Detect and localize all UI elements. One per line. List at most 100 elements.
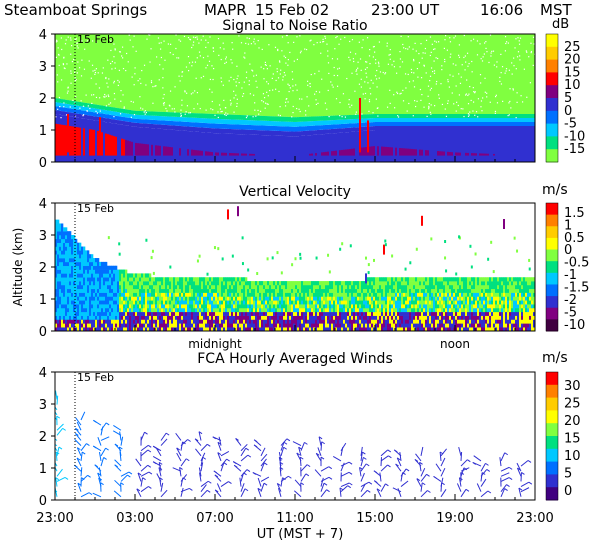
vv-cell <box>277 300 280 305</box>
snr-cell <box>329 115 332 121</box>
snr-cell <box>157 120 160 125</box>
vv-cell <box>139 281 142 286</box>
vv-cell <box>57 273 60 278</box>
snr-noise-cell <box>289 34 292 117</box>
vv-cell <box>273 323 276 328</box>
vv-cell <box>347 281 350 286</box>
snr-noise-speck <box>291 71 293 73</box>
vv-cell <box>355 304 358 309</box>
snr-noise-speck <box>508 102 510 104</box>
snr-cell <box>459 126 462 130</box>
snr-noise-speck <box>70 44 73 47</box>
snr-strong-cell <box>57 124 60 156</box>
vv-cell <box>259 304 262 309</box>
vv-cell <box>327 323 330 328</box>
vv-cell <box>149 292 152 297</box>
snr-cell <box>265 125 268 131</box>
snr-cell <box>213 118 216 124</box>
vv-cell <box>243 277 246 282</box>
snr-noise-speck <box>209 36 211 38</box>
vv-cell <box>67 261 70 267</box>
snr-cell <box>201 118 204 123</box>
vv-cell <box>195 284 198 290</box>
snr-noise-speck <box>279 114 281 117</box>
snr-cell <box>227 119 230 125</box>
vv-cell <box>179 307 182 313</box>
snr-noise-cell <box>265 34 268 117</box>
vv-cell <box>103 323 106 328</box>
vv-cell <box>209 315 212 320</box>
date-marker: 15 Feb <box>77 33 114 46</box>
snr-noise-cell <box>143 34 146 112</box>
snr-noise-cell <box>97 34 100 105</box>
vv-cell <box>187 315 190 320</box>
vv-cell <box>61 319 64 324</box>
vv-cell <box>165 281 168 286</box>
vv-cell <box>311 307 314 313</box>
snr-noise-cell <box>357 34 360 115</box>
snr-cell <box>161 124 164 129</box>
snr-noise-speck <box>489 101 491 103</box>
snr-noise-speck <box>467 103 470 105</box>
vv-cell <box>111 323 114 328</box>
vv-cell <box>111 311 114 316</box>
vv-cell <box>71 265 74 270</box>
snr-cell <box>453 122 456 126</box>
vv-cell <box>225 300 228 305</box>
snr-noise-speck <box>376 107 378 110</box>
vv-cell <box>215 304 218 309</box>
snr-cell <box>111 119 114 124</box>
vv-cell <box>279 327 282 331</box>
snr-cell <box>101 117 104 122</box>
snr-cell <box>461 114 464 118</box>
snr-cell <box>415 122 418 126</box>
vv-cell <box>119 307 122 313</box>
vv-cell <box>221 307 224 313</box>
snr-cell <box>187 121 190 127</box>
vv-cell <box>303 292 306 297</box>
snr-cell <box>79 110 82 114</box>
vv-cell <box>81 246 84 251</box>
snr-noise-speck <box>245 71 248 73</box>
snr-cell <box>231 133 234 162</box>
vv-cell <box>143 273 146 278</box>
vv-cell <box>283 315 286 320</box>
snr-noise-speck <box>119 51 121 53</box>
snr-cell <box>309 121 312 126</box>
snr-noise-cell <box>147 34 150 112</box>
vv-cell <box>251 315 254 320</box>
vv-cell <box>227 296 230 301</box>
vv-cell <box>195 288 198 293</box>
snr-cell <box>489 126 492 130</box>
vv-cell <box>193 323 196 328</box>
snr-strong-cell <box>351 148 354 156</box>
vv-cell <box>157 327 160 331</box>
vv-cell <box>263 281 266 286</box>
vv-cell <box>113 277 116 282</box>
vv-cell <box>313 327 316 331</box>
snr-cell <box>417 122 420 126</box>
snr-cell <box>137 114 140 119</box>
vv-cell <box>231 281 234 286</box>
snr-cell <box>465 114 468 118</box>
vv-cell <box>157 296 160 301</box>
vv-cell <box>327 327 330 331</box>
snr-cell <box>475 126 478 130</box>
snr-noise-speck <box>430 113 432 115</box>
vv-cell <box>143 315 146 320</box>
vv-cell <box>273 319 276 324</box>
vv-cell <box>317 284 320 290</box>
snr-noise-speck <box>86 40 89 42</box>
snr-cell <box>261 135 264 162</box>
snr-noise-speck <box>429 54 431 57</box>
vv-cell <box>295 281 298 286</box>
vv-cell <box>63 296 66 301</box>
vv-cell <box>335 307 338 313</box>
snr-strong-cell <box>483 153 486 156</box>
snr-cell <box>353 119 356 124</box>
snr-cell <box>153 124 156 129</box>
snr-noise-speck <box>356 73 358 75</box>
vv-cell <box>99 307 102 313</box>
snr-noise-speck <box>324 102 327 104</box>
vv-cell <box>137 323 140 328</box>
